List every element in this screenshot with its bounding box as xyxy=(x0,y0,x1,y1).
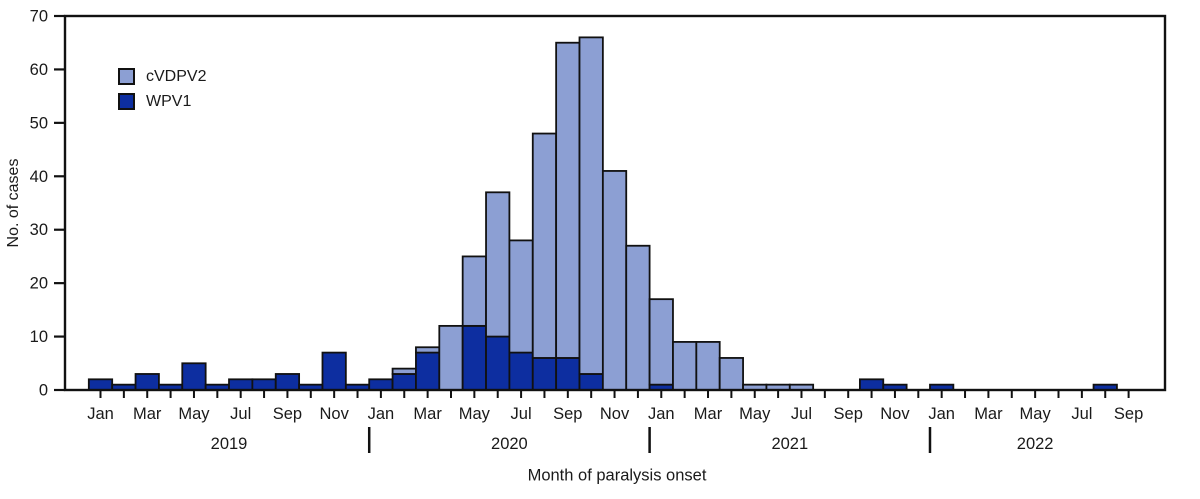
month-label: Sep xyxy=(834,405,863,423)
month-label: May xyxy=(739,405,771,423)
month-label: Nov xyxy=(880,405,910,423)
bar-segment-wpv1-aug-2019 xyxy=(251,378,277,391)
year-label-2021: 2021 xyxy=(771,435,808,453)
bar-segment-wpv1-sep-2020 xyxy=(555,357,581,391)
legend-item-cvdpv2: cVDPV2 xyxy=(118,68,206,85)
bar-segment-cvdpv2-nov-2020 xyxy=(601,170,628,391)
month-label: Jan xyxy=(648,405,675,423)
bar-segment-wpv1-may-2020 xyxy=(461,324,487,391)
month-label: Jan xyxy=(368,405,395,423)
month-label: Jan xyxy=(928,405,955,423)
y-tick-label: 0 xyxy=(39,382,48,400)
month-label: Sep xyxy=(273,405,302,423)
month-label: Mar xyxy=(694,405,723,423)
legend-swatch-wpv1-icon xyxy=(118,93,135,110)
month-label: Sep xyxy=(1114,405,1143,423)
x-axis-title: Month of paralysis onset xyxy=(527,466,707,485)
bar-segment-wpv1-aug-2020 xyxy=(531,357,558,391)
year-label-2022: 2022 xyxy=(1017,435,1054,453)
y-tick-label: 70 xyxy=(30,8,48,26)
y-axis-title: No. of cases xyxy=(5,158,22,248)
legend-label-wpv1: WPV1 xyxy=(146,93,192,110)
year-label-2020: 2020 xyxy=(491,435,528,453)
bar-segment-wpv1-mar-2020 xyxy=(415,351,441,391)
month-label: Jul xyxy=(230,405,251,423)
bar-segment-cvdpv2-may-2020 xyxy=(461,255,487,327)
bar-segment-wpv1-sep-2019 xyxy=(274,373,301,391)
bar-segment-cvdpv2-mar-2021 xyxy=(695,341,721,391)
y-tick-label: 30 xyxy=(30,221,48,239)
bar-segment-wpv1-nov-2019 xyxy=(321,351,347,391)
bar-segment-cvdpv2-feb-2020 xyxy=(391,367,417,375)
month-label: Jul xyxy=(1071,405,1092,423)
y-tick-label: 60 xyxy=(30,61,48,79)
month-label: Nov xyxy=(319,405,349,423)
month-label: Nov xyxy=(600,405,630,423)
month-label: Jul xyxy=(791,405,812,423)
month-label: Mar xyxy=(974,405,1003,423)
y-tick-label: 40 xyxy=(30,168,48,186)
bar-segment-cvdpv2-oct-2020 xyxy=(578,36,604,375)
bar-segment-cvdpv2-jul-2020 xyxy=(508,239,534,354)
bar-segment-wpv1-jan-2020 xyxy=(368,378,394,391)
bar-segment-wpv1-jul-2020 xyxy=(508,351,534,391)
month-label: Sep xyxy=(553,405,582,423)
bar-segment-cvdpv2-sep-2020 xyxy=(555,41,581,359)
bar-segment-cvdpv2-dec-2020 xyxy=(625,244,651,391)
month-label: Jan xyxy=(87,405,114,423)
bar-segment-wpv1-oct-2020 xyxy=(578,373,604,391)
month-label: May xyxy=(1020,405,1052,423)
bar-segment-wpv1-jul-2019 xyxy=(228,378,254,391)
month-label: May xyxy=(459,405,491,423)
bar-segment-wpv1-feb-2020 xyxy=(391,373,417,391)
year-label-2019: 2019 xyxy=(211,435,248,453)
month-label: May xyxy=(178,405,210,423)
bar-segment-cvdpv2-apr-2020 xyxy=(438,324,464,391)
bar-segment-cvdpv2-apr-2021 xyxy=(718,357,744,391)
bar-segment-cvdpv2-mar-2020 xyxy=(415,346,441,354)
bar-segment-cvdpv2-aug-2020 xyxy=(531,132,558,359)
legend-swatch-cvdpv2-icon xyxy=(118,68,135,85)
bar-segment-wpv1-jun-2020 xyxy=(485,335,511,391)
bar-segment-wpv1-mar-2019 xyxy=(134,373,160,391)
legend-item-wpv1: WPV1 xyxy=(118,93,206,110)
bar-segment-wpv1-may-2019 xyxy=(181,362,207,391)
bar-segment-cvdpv2-jun-2020 xyxy=(485,191,511,338)
y-tick-label: 10 xyxy=(30,328,48,346)
month-label: Mar xyxy=(413,405,442,423)
bar-segment-cvdpv2-feb-2021 xyxy=(672,341,698,391)
legend: cVDPV2 WPV1 xyxy=(118,68,206,110)
bar-segment-wpv1-oct-2021 xyxy=(858,378,885,391)
y-tick-label: 20 xyxy=(30,275,48,293)
legend-label-cvdpv2: cVDPV2 xyxy=(146,68,207,85)
bar-segment-wpv1-jan-2019 xyxy=(87,378,114,391)
y-tick-label: 50 xyxy=(30,114,48,132)
month-label: Mar xyxy=(133,405,162,423)
bar-segment-cvdpv2-jan-2021 xyxy=(648,298,674,386)
month-label: Jul xyxy=(511,405,532,423)
